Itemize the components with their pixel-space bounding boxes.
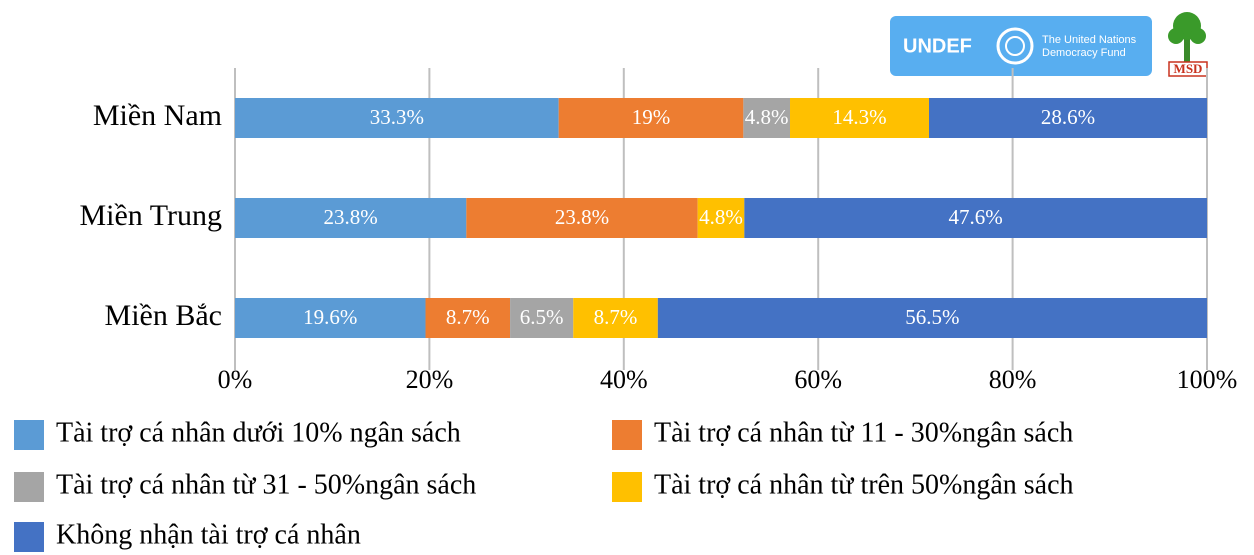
tree-crown — [1190, 28, 1206, 44]
value-label: 33.3% — [370, 105, 424, 129]
x-tick-label: 20% — [406, 365, 454, 394]
un-emblem — [996, 27, 1034, 65]
tree-crown — [1168, 28, 1184, 44]
msd-logo: MSD — [1168, 12, 1208, 77]
x-tick-label: 60% — [794, 365, 842, 394]
bar-segment — [235, 198, 467, 238]
value-label: 8.7% — [594, 305, 638, 329]
bar-segment — [697, 198, 745, 238]
bar-segment — [744, 198, 1207, 238]
bar-segment — [657, 298, 1207, 338]
legend-label: Tài trợ cá nhân từ trên 50%ngân sách — [654, 469, 1074, 500]
value-label: 23.8% — [324, 205, 378, 229]
legend-swatch — [14, 522, 44, 552]
msd-text: MSD — [1174, 61, 1203, 76]
value-label: 14.3% — [832, 105, 886, 129]
undef-caption: Democracy Fund — [1042, 47, 1126, 59]
value-label: 8.7% — [446, 305, 490, 329]
legend-label: Không nhận tài trợ cá nhân — [56, 519, 361, 550]
value-label: 19% — [632, 105, 671, 129]
bar-segment — [790, 98, 930, 138]
undef-text: UNDEF — [903, 35, 972, 57]
bar-segment — [929, 98, 1207, 138]
value-label: 47.6% — [949, 205, 1003, 229]
bar-segment — [510, 298, 574, 338]
value-label: 4.8% — [699, 205, 743, 229]
legend-label: Tài trợ cá nhân từ 11 - 30%ngân sách — [654, 417, 1073, 448]
legend-swatch — [612, 472, 642, 502]
legend-label: Tài trợ cá nhân từ 31 - 50%ngân sách — [56, 469, 476, 500]
bar-segment — [558, 98, 744, 138]
value-label: 6.5% — [520, 305, 564, 329]
legend-swatch — [14, 472, 44, 502]
undef-badge — [890, 16, 1152, 76]
bar-segment — [466, 198, 698, 238]
value-label: 19.6% — [303, 305, 357, 329]
bar-segment — [425, 298, 511, 338]
value-label: 4.8% — [745, 105, 789, 129]
category-label: Miền Bắc — [105, 299, 222, 332]
category-label: Miền Trung — [79, 199, 222, 232]
x-tick-label: 100% — [1177, 365, 1238, 394]
legend-label: Tài trợ cá nhân dưới 10% ngân sách — [56, 417, 461, 448]
x-tick-label: 0% — [218, 365, 253, 394]
category-label: Miền Nam — [93, 99, 222, 132]
x-tick-label: 40% — [600, 365, 648, 394]
un-emblem-inner — [1005, 36, 1025, 56]
legend-swatch — [612, 420, 642, 450]
bar-segment — [235, 298, 426, 338]
undef-caption: The United Nations — [1042, 34, 1137, 46]
tree-trunk — [1184, 38, 1190, 62]
x-tick-label: 80% — [989, 365, 1037, 394]
bar-segment — [235, 98, 559, 138]
legend-swatch — [14, 420, 44, 450]
bar-segment — [573, 298, 658, 338]
value-label: 23.8% — [555, 205, 609, 229]
bar-segment — [743, 98, 791, 138]
value-label: 56.5% — [905, 305, 959, 329]
value-label: 28.6% — [1041, 105, 1095, 129]
undef-logo: UNDEF The United Nations Democracy Fund — [890, 16, 1152, 76]
